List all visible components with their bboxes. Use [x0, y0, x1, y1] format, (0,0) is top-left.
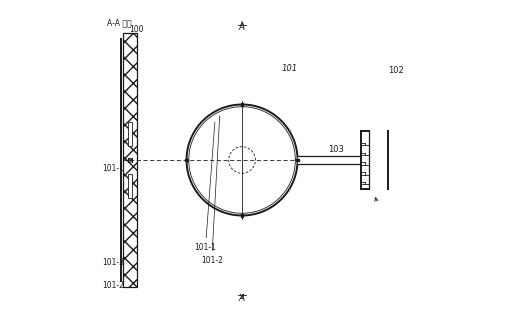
Bar [296, 159, 299, 161]
Text: 101-2: 101-2 [102, 282, 125, 291]
Bar [123, 33, 137, 287]
Text: 102: 102 [388, 66, 404, 75]
Text: 101-3: 101-3 [102, 258, 125, 267]
Text: 101-1: 101-1 [195, 122, 216, 252]
Text: 101-1: 101-1 [102, 164, 125, 173]
Bar [361, 131, 388, 189]
Bar [241, 214, 243, 217]
Text: A-A 剖面: A-A 剖面 [106, 18, 131, 27]
Text: 103: 103 [327, 145, 344, 154]
Bar [128, 174, 132, 198]
Bar [128, 122, 132, 146]
Bar [185, 159, 188, 161]
Text: A: A [239, 23, 245, 32]
Text: 101-2: 101-2 [201, 116, 223, 265]
Text: 101: 101 [282, 64, 298, 73]
Text: A: A [239, 294, 245, 303]
Bar [241, 103, 243, 106]
Text: 100: 100 [129, 25, 143, 34]
